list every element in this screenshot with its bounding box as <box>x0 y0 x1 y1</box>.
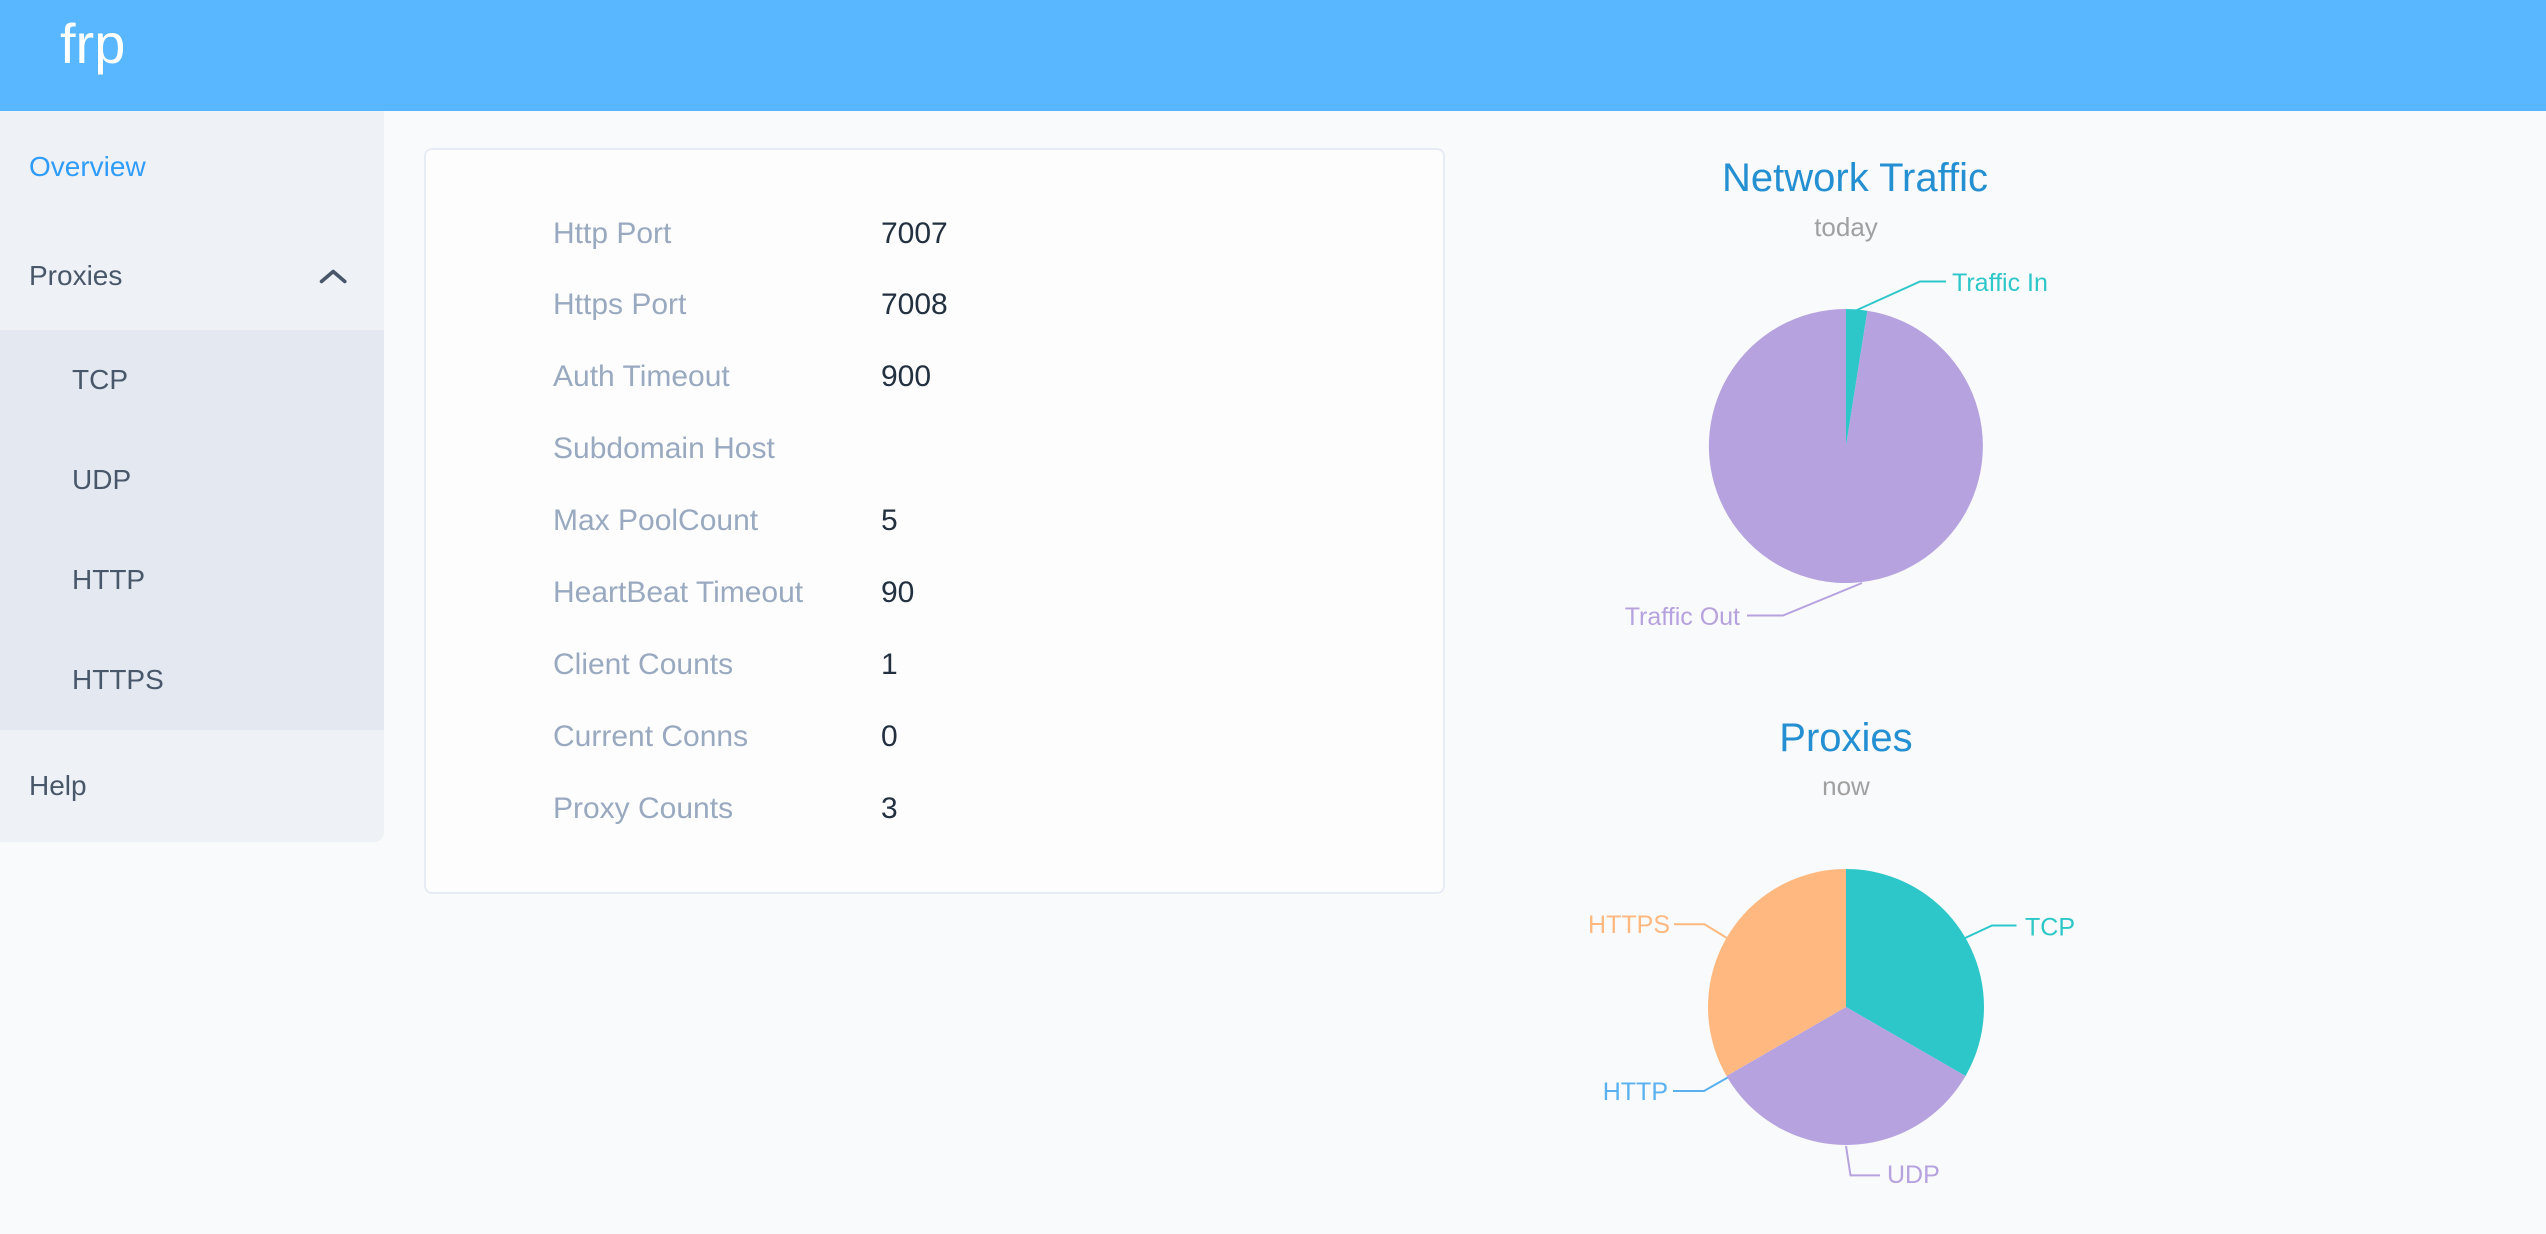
svg-text:UDP: UDP <box>1887 1161 1940 1189</box>
svg-text:Proxies: Proxies <box>1779 716 1912 760</box>
svg-text:now: now <box>1822 771 1870 801</box>
svg-text:Traffic Out: Traffic Out <box>1625 603 1740 631</box>
svg-text:HTTP: HTTP <box>1603 1078 1668 1106</box>
svg-text:HTTPS: HTTPS <box>1588 911 1670 939</box>
svg-text:Traffic In: Traffic In <box>1952 269 2048 297</box>
svg-text:Network Traffic: Network Traffic <box>1722 156 1988 200</box>
svg-text:TCP: TCP <box>2025 914 2075 942</box>
svg-text:today: today <box>1814 212 1878 242</box>
